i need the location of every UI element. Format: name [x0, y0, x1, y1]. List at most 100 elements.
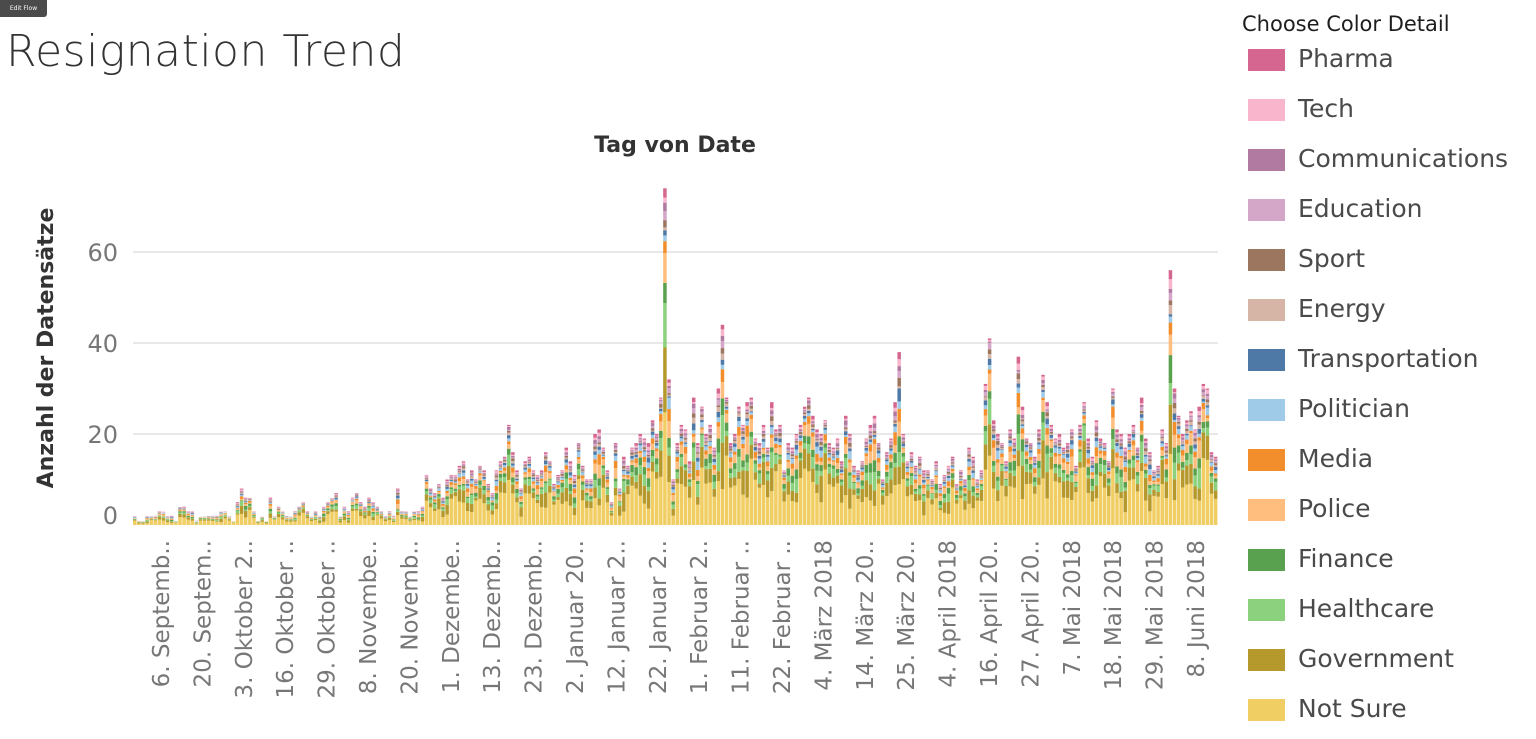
bar-segment-police[interactable]: [276, 510, 281, 512]
bar-segment-not-sure[interactable]: [1205, 459, 1210, 525]
bar-segment-police[interactable]: [601, 459, 606, 466]
bar-segment-healthcare[interactable]: [835, 472, 840, 476]
legend-item-politician[interactable]: Politician: [1241, 387, 1536, 431]
bar-stack[interactable]: [1004, 461, 1008, 525]
bar-segment-government[interactable]: [482, 494, 486, 504]
bar-segment-politician[interactable]: [1201, 401, 1206, 404]
bar-segment-sport[interactable]: [819, 442, 823, 445]
bar-segment-transportation[interactable]: [1107, 467, 1111, 471]
bar-stack[interactable]: [1057, 434, 1062, 525]
bar-segment-healthcare[interactable]: [543, 483, 548, 493]
bar-segment-finance[interactable]: [790, 475, 795, 483]
bar-segment-tech[interactable]: [626, 466, 630, 468]
bar-segment-energy[interactable]: [1205, 402, 1210, 406]
bar-segment-energy[interactable]: [1135, 455, 1140, 456]
bar-segment-transportation[interactable]: [893, 423, 897, 427]
bar-segment-government[interactable]: [1181, 469, 1185, 488]
bar-segment-government[interactable]: [774, 464, 778, 472]
bar-segment-transportation[interactable]: [1074, 471, 1078, 473]
bar-segment-healthcare[interactable]: [1028, 469, 1033, 473]
bar-segment-politician[interactable]: [433, 497, 437, 500]
bar-segment-tech[interactable]: [654, 435, 659, 437]
bar-stack[interactable]: [141, 521, 145, 525]
bar-segment-media[interactable]: [1144, 463, 1148, 467]
bar-segment-communications[interactable]: [741, 427, 745, 431]
bar-segment-finance[interactable]: [248, 503, 252, 506]
bar-segment-healthcare[interactable]: [700, 435, 704, 447]
bar-segment-government[interactable]: [950, 479, 955, 488]
bar-segment-finance[interactable]: [950, 473, 955, 478]
bar-segment-transportation[interactable]: [774, 437, 778, 441]
bar-segment-not-sure[interactable]: [404, 519, 408, 525]
bar-segment-transportation[interactable]: [983, 400, 988, 406]
bar-segment-energy[interactable]: [1090, 464, 1095, 466]
bar-segment-healthcare[interactable]: [938, 505, 943, 508]
bar-segment-healthcare[interactable]: [519, 504, 523, 508]
bar-segment-healthcare[interactable]: [979, 486, 984, 490]
bar-segment-politician[interactable]: [613, 455, 618, 461]
bar-stack[interactable]: [889, 438, 893, 525]
bar-segment-government[interactable]: [1135, 484, 1140, 492]
bar-segment-healthcare[interactable]: [770, 452, 774, 468]
bar-stack[interactable]: [363, 506, 367, 525]
bar-segment-sport[interactable]: [482, 474, 486, 476]
bar-segment-sport[interactable]: [1086, 446, 1090, 449]
bar-segment-politician[interactable]: [909, 462, 914, 467]
bar-segment-not-sure[interactable]: [1197, 500, 1201, 525]
bar-segment-education[interactable]: [1160, 434, 1164, 438]
bar-segment-not-sure[interactable]: [1181, 487, 1185, 525]
bar-segment-finance[interactable]: [757, 470, 762, 474]
bar-segment-education[interactable]: [815, 437, 819, 440]
bar-segment-finance[interactable]: [1065, 474, 1070, 478]
bar-segment-pharma[interactable]: [798, 424, 803, 428]
bar-segment-not-sure[interactable]: [786, 494, 790, 525]
bar-segment-politician[interactable]: [1197, 433, 1201, 438]
bar-segment-sport[interactable]: [741, 431, 745, 434]
bar-segment-energy[interactable]: [371, 505, 375, 506]
bar-segment-police[interactable]: [490, 501, 495, 503]
bar-segment-police[interactable]: [498, 472, 503, 474]
bar-segment-pharma[interactable]: [671, 479, 675, 481]
bar-segment-media[interactable]: [942, 486, 947, 488]
bar-segment-education[interactable]: [1020, 417, 1025, 420]
bar-segment-police[interactable]: [548, 473, 552, 479]
bar-segment-police[interactable]: [260, 517, 264, 519]
bar-segment-police[interactable]: [954, 493, 959, 495]
bar-segment-transportation[interactable]: [235, 506, 240, 508]
bar-segment-police[interactable]: [186, 514, 190, 516]
bar-segment-healthcare[interactable]: [482, 490, 486, 495]
bar-segment-tech[interactable]: [453, 475, 458, 477]
bar-stack[interactable]: [1107, 461, 1111, 525]
bar-stack[interactable]: [552, 484, 556, 525]
bar-segment-police[interactable]: [564, 469, 569, 473]
bar-segment-not-sure[interactable]: [1037, 484, 1041, 525]
bar-segment-energy[interactable]: [507, 432, 511, 436]
bar-segment-energy[interactable]: [696, 453, 700, 458]
bar-segment-education[interactable]: [1049, 430, 1054, 432]
bar-segment-pharma[interactable]: [909, 452, 914, 455]
bar-segment-not-sure[interactable]: [478, 498, 482, 525]
bar-segment-pharma[interactable]: [437, 484, 441, 485]
bar-segment-healthcare[interactable]: [1131, 460, 1136, 468]
bar-segment-education[interactable]: [1057, 442, 1062, 444]
bar-segment-education[interactable]: [589, 481, 593, 483]
bar-segment-sport[interactable]: [437, 487, 441, 488]
bar-segment-media[interactable]: [1127, 449, 1132, 452]
bar-segment-transportation[interactable]: [535, 482, 540, 484]
bar-segment-sport[interactable]: [757, 451, 762, 454]
bar-segment-government[interactable]: [1144, 477, 1148, 501]
legend-item-police[interactable]: Police: [1241, 487, 1536, 531]
bar-segment-tech[interactable]: [1082, 403, 1086, 407]
bar-stack[interactable]: [375, 506, 379, 525]
bar-segment-education[interactable]: [441, 499, 445, 501]
bar-segment-healthcare[interactable]: [1000, 465, 1004, 472]
bar-segment-finance[interactable]: [642, 467, 647, 475]
bar-stack[interactable]: [856, 470, 860, 525]
bar-segment-pharma[interactable]: [1197, 406, 1201, 411]
bar-segment-finance[interactable]: [457, 484, 462, 487]
bar-segment-tech[interactable]: [1172, 392, 1177, 394]
bar-segment-communications[interactable]: [807, 400, 811, 404]
bar-stack[interactable]: [346, 511, 351, 525]
bar-segment-tech[interactable]: [1004, 462, 1008, 464]
bar-segment-communications[interactable]: [1148, 455, 1152, 458]
